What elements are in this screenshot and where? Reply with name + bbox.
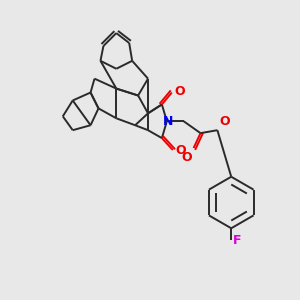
Text: F: F bbox=[233, 234, 242, 247]
Text: O: O bbox=[181, 151, 192, 164]
Text: N: N bbox=[163, 115, 173, 128]
Text: O: O bbox=[176, 143, 186, 157]
Text: O: O bbox=[219, 115, 230, 128]
Text: O: O bbox=[175, 85, 185, 98]
